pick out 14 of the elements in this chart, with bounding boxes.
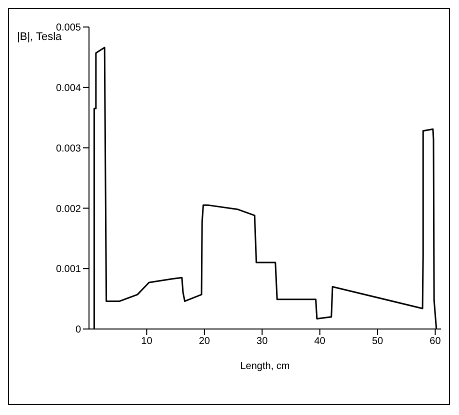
y-tick-label: 0.003 — [56, 143, 82, 154]
x-tick-label: 50 — [372, 336, 384, 348]
x-tick-label: 10 — [141, 336, 153, 348]
x-tick-label: 30 — [256, 336, 268, 348]
y-tick-label: 0.001 — [56, 264, 82, 276]
x-tick-label: 20 — [198, 336, 210, 348]
y-axis-title: |B|, Tesla — [17, 31, 63, 44]
y-tick-label: 0.002 — [56, 204, 82, 215]
y-tick-label: 0 — [75, 324, 82, 336]
x-tick-label: 40 — [314, 336, 326, 348]
x-axis-title: Length, cm — [240, 361, 290, 372]
y-tick-label: 0.005 — [56, 22, 82, 34]
y-tick-label: 0.004 — [56, 82, 82, 94]
x-tick-label: 60 — [430, 336, 442, 348]
